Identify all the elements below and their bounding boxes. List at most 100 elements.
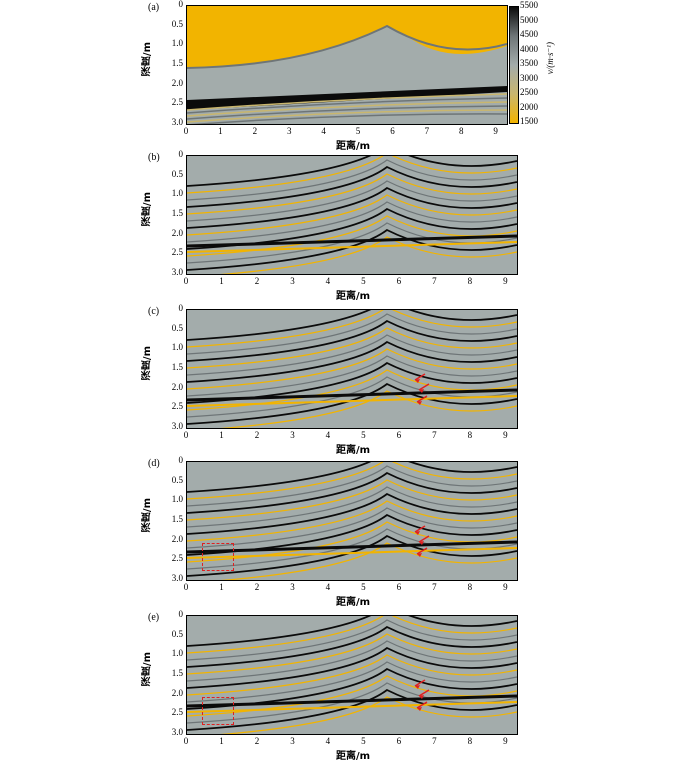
y-tick-label: 1.5 <box>171 668 183 678</box>
velocity-model-plot <box>186 5 508 125</box>
x-tick-label: 8 <box>467 430 473 440</box>
red-arrowhead <box>415 531 420 535</box>
x-tick-label: 7 <box>432 582 437 592</box>
x-tick-label: 4 <box>325 736 331 746</box>
reflector <box>187 319 517 362</box>
y-axis-label: 深度/m <box>142 42 153 77</box>
y-tick-label: 3.0 <box>171 727 183 737</box>
panel-label: (d) <box>148 458 160 469</box>
y-tick-label: 2.5 <box>171 97 183 108</box>
strong-reflector-yellow <box>187 701 517 713</box>
y-axis-label: 深度/m <box>142 346 153 381</box>
x-tick-label: 2 <box>254 582 260 592</box>
seismic-image-plot <box>186 615 518 735</box>
x-tick-label: 6 <box>390 126 395 136</box>
red-arrowhead <box>419 695 424 699</box>
x-tick-label: 1 <box>219 582 224 592</box>
plot-graphic <box>187 310 517 428</box>
colorbar-label: v/(m·s⁻¹) <box>545 42 555 75</box>
reflector <box>187 361 517 404</box>
reflector <box>187 156 517 187</box>
reflector <box>187 186 517 229</box>
reflector <box>187 310 517 348</box>
reflector <box>187 194 517 236</box>
y-tick-label: 0.5 <box>171 322 183 333</box>
y-tick-label: 0.5 <box>171 18 183 29</box>
y-tick-label: 0 <box>178 455 184 465</box>
y-tick-label: 2.0 <box>171 227 183 238</box>
x-tick-label: 0 <box>183 126 189 136</box>
reflector <box>187 640 517 682</box>
seismic-image-plot <box>186 461 518 581</box>
y-tick-label: 0.5 <box>171 474 183 485</box>
y-tick-label: 3.0 <box>171 117 183 127</box>
x-tick-label: 8 <box>467 736 473 746</box>
reflector <box>187 156 517 194</box>
reflector <box>187 327 517 369</box>
x-tick-label: 1 <box>219 736 224 746</box>
reflector <box>187 382 517 425</box>
horizon-line <box>187 24 507 69</box>
y-tick-label: 1.5 <box>171 362 183 372</box>
reflector <box>187 310 517 341</box>
x-tick-label: 5 <box>355 126 361 136</box>
deep-layer <box>187 93 507 111</box>
plot-graphic <box>187 156 517 274</box>
plot-graphic <box>187 616 517 734</box>
y-tick-label: 1.0 <box>171 648 183 659</box>
red-arrow <box>418 383 430 391</box>
x-tick-label: 4 <box>325 430 331 440</box>
red-arrowhead <box>417 707 422 711</box>
x-tick-label: 4 <box>321 126 326 136</box>
reflector <box>187 228 517 271</box>
strong-reflector-yellow <box>187 547 517 559</box>
reflector <box>187 667 517 710</box>
y-tick-label: 0.5 <box>171 168 183 179</box>
plot-graphic <box>187 6 507 124</box>
reflector <box>187 159 517 201</box>
reflector <box>187 513 517 556</box>
reflector <box>187 207 517 250</box>
x-tick-label: 6 <box>396 582 402 592</box>
x-tick-label: 3 <box>290 430 295 440</box>
x-tick-label: 3 <box>286 126 292 136</box>
panel-label: (a) <box>148 2 160 13</box>
y-tick-label: 0.5 <box>171 628 183 639</box>
x-tick-label: 4 <box>325 582 331 592</box>
red-arrowhead <box>417 553 422 557</box>
y-tick-label: 2.0 <box>171 533 183 544</box>
deep-layer <box>187 97 507 114</box>
x-tick-label: 7 <box>424 126 430 136</box>
y-axis-label: 深度/m <box>142 652 153 687</box>
panel-c: (c) 0 0.5 1.0 1.5 2.0 2.5 3.0 0 1 2 3 4 5 6 7 8 9 深度/m 距离/m <box>0 303 700 456</box>
colorbar-tick-label: 2000 <box>520 101 538 112</box>
x-tick-label: 6 <box>396 736 402 746</box>
x-tick-label: 9 <box>503 276 508 286</box>
red-arrow <box>418 689 430 697</box>
y-tick-label: 0 <box>178 609 184 619</box>
y-tick-label: 2.0 <box>171 77 183 88</box>
red-arrow <box>414 373 426 381</box>
reflector <box>187 688 517 731</box>
x-tick-label: 0 <box>183 430 189 440</box>
red-arrow <box>418 535 430 543</box>
red-arrowhead <box>415 685 420 689</box>
red-arrowhead <box>419 389 424 393</box>
x-tick-label: 2 <box>254 736 260 746</box>
y-tick-label: 1.0 <box>171 38 183 49</box>
x-tick-label: 2 <box>252 126 258 136</box>
x-tick-label: 9 <box>503 736 508 746</box>
x-tick-label: 9 <box>493 126 498 136</box>
seismic-image-plot <box>186 155 518 275</box>
x-tick-label: 3 <box>290 736 295 746</box>
red-arrow <box>414 679 426 687</box>
y-tick-label: 2.5 <box>171 401 183 412</box>
y-tick-label: 2.5 <box>171 553 183 564</box>
y-tick-label: 1.0 <box>171 342 183 353</box>
reflector <box>187 465 517 507</box>
y-tick-label: 0 <box>178 303 184 313</box>
reflector <box>187 646 517 689</box>
x-tick-label: 7 <box>432 276 437 286</box>
reflector <box>187 471 517 514</box>
panel-label: (c) <box>148 306 160 317</box>
